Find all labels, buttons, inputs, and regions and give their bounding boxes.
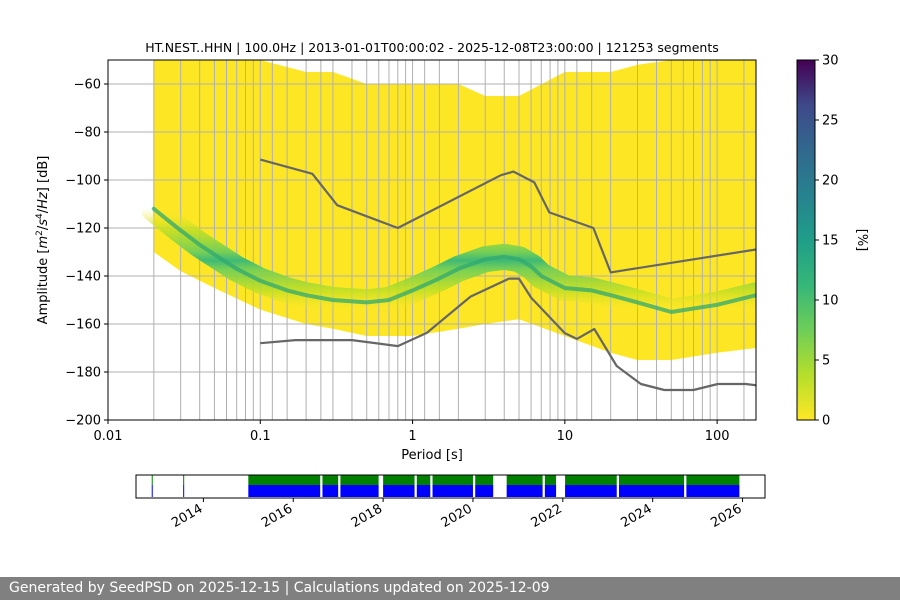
x-tick-label-1: 0.1	[250, 429, 271, 444]
data-coverage-segment-2	[248, 485, 321, 497]
colorbar-tick-label-3: 15	[822, 234, 839, 249]
y-tick-label-2: −100	[65, 174, 101, 189]
timeline-tick-label-2: 2018	[349, 501, 385, 531]
colorbar-tick-label-6: 30	[822, 54, 839, 69]
colorbar-tick-label-2: 10	[822, 294, 839, 309]
y-tick-label-6: −180	[65, 366, 101, 381]
data-coverage-segment-0	[151, 485, 153, 497]
colorbar-ticks: 0 5 10 15 20 25 30	[815, 54, 839, 429]
timeline-tick-label-0: 2014	[169, 501, 205, 531]
data-coverage-segment-9	[506, 485, 543, 497]
colorbar-label: [%]	[854, 229, 869, 252]
footer-text: Generated by SeedPSD on 2025-12-15 | Cal…	[9, 580, 550, 596]
y-tick-label-0: −60	[74, 78, 101, 93]
timeline-tick-label-5: 2024	[619, 501, 655, 531]
y-axis-label-slash2: /	[36, 208, 51, 213]
colorbar-tick-label-0: 0	[822, 414, 830, 429]
data-coverage-segment-10	[544, 485, 557, 497]
data-coverage-segment-12	[618, 485, 685, 497]
psd-calculated-segment-11	[565, 475, 617, 485]
psd-calculated-segment-9	[506, 475, 543, 485]
data-coverage-segment-6	[416, 485, 431, 497]
timeline-border	[135, 474, 766, 499]
y-axis-label-suffix: ] [dB]	[36, 156, 51, 193]
low-noise-model-line	[260, 277, 756, 392]
timeline-ticks: 2014 2016 2018 2020 2022 2024 2026	[169, 498, 745, 531]
y-axis-label-m: m	[36, 236, 51, 249]
y-axis-label: Amplitude [m2/s4/Hz] [dB]	[35, 156, 51, 325]
y-axis-label-exp2: 2	[35, 230, 45, 236]
data-coverage-segment-7	[432, 485, 473, 497]
y-axis-label-slash1: /	[36, 225, 51, 230]
psd-calculated-segment-13	[686, 475, 740, 485]
y-axis-ticks: −60 −80 −100 −120 −140 −160 −180 −200	[65, 78, 108, 429]
high-noise-model-line	[260, 158, 756, 274]
y-axis-label-s: s	[36, 219, 51, 226]
timeline-tick-label-1: 2016	[259, 501, 295, 531]
colorbar	[796, 59, 816, 421]
x-tick-label-2: 1	[408, 429, 416, 444]
colorbar-tick-label-1: 5	[822, 354, 830, 369]
footer-bar: Generated by SeedPSD on 2025-12-15 | Cal…	[0, 577, 900, 600]
x-axis-label: Period [s]	[401, 448, 463, 463]
y-tick-label-7: −200	[65, 414, 101, 429]
timeline-tick-label-3: 2020	[439, 501, 475, 531]
x-tick-label-3: 10	[557, 429, 574, 444]
y-axis-label-prefix: Amplitude [	[36, 249, 51, 325]
psd-calculated-segment-6	[416, 475, 431, 485]
y-tick-label-3: −120	[65, 222, 101, 237]
y-tick-label-5: −160	[65, 318, 101, 333]
chart-title: HT.NEST..HHN | 100.0Hz | 2013-01-01T00:0…	[145, 40, 719, 55]
psd-calculated-segment-5	[383, 475, 415, 485]
psd-calculated-segment-0	[151, 475, 153, 485]
timeline-tick-label-4: 2022	[529, 501, 565, 531]
colorbar-tick-label-5: 25	[822, 114, 839, 129]
plot-frame	[107, 59, 757, 421]
psd-calculated-segment-1	[183, 475, 185, 485]
psd-calculated-segment-3	[322, 475, 339, 485]
psd-calculated-segment-7	[432, 475, 473, 485]
psd-calculated-segment-8	[475, 475, 494, 485]
psd-figure: HT.NEST..HHN | 100.0Hz | 2013-01-01T00:0…	[35, 40, 869, 531]
psd-calculated-segment-12	[618, 475, 685, 485]
psd-mode-core	[151, 206, 756, 314]
psd-calculated-segment-10	[544, 475, 557, 485]
data-coverage-segment-8	[475, 485, 494, 497]
data-coverage-segment-11	[565, 485, 617, 497]
y-tick-label-4: −140	[65, 270, 101, 285]
timeline-tick-label-6: 2026	[708, 501, 744, 531]
x-axis-ticks: 0.01 0.1 1 10 100	[94, 420, 730, 444]
data-coverage-segment-1	[183, 485, 185, 497]
y-axis-label-hz: Hz	[36, 191, 51, 209]
x-tick-label-4: 100	[705, 429, 730, 444]
data-coverage-segment-3	[322, 485, 339, 497]
data-coverage-segment-13	[686, 485, 740, 497]
y-tick-label-1: −80	[74, 126, 101, 141]
data-coverage-segment-4	[340, 485, 379, 497]
y-axis-label-exp4: 4	[35, 213, 45, 219]
colorbar-tick-label-4: 20	[822, 174, 839, 189]
timeline-bars	[151, 475, 740, 497]
plot-area	[108, 60, 756, 420]
psd-calculated-segment-4	[340, 475, 379, 485]
psd-calculated-segment-2	[248, 475, 321, 485]
x-tick-label-0: 0.01	[94, 429, 123, 444]
data-coverage-segment-5	[383, 485, 415, 497]
